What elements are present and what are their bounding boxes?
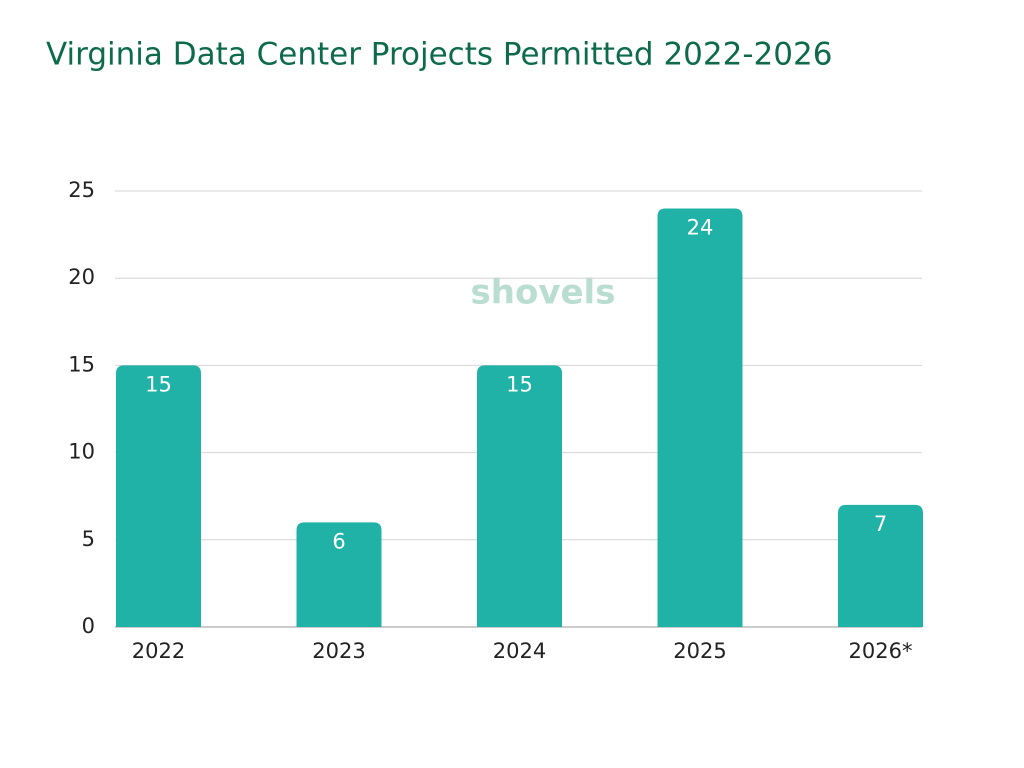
x-tick-label: 2026*	[849, 639, 913, 663]
bar	[657, 208, 743, 627]
value-label: 7	[874, 512, 887, 536]
y-tick-label: 10	[68, 440, 95, 464]
value-label: 6	[332, 529, 345, 553]
bar	[296, 522, 382, 627]
chart-title: Virginia Data Center Projects Permitted …	[46, 37, 832, 73]
value-label: 24	[687, 215, 714, 239]
value-label: 15	[506, 372, 533, 396]
watermark: shovels	[471, 273, 616, 313]
bar	[838, 504, 923, 627]
y-tick-label: 5	[82, 527, 95, 551]
y-tick-label: 20	[68, 265, 95, 289]
x-tick-label: 2022	[132, 639, 185, 663]
value-label: 15	[145, 372, 172, 396]
bar	[477, 365, 562, 627]
x-tick-label: 2023	[312, 639, 365, 663]
bar	[116, 365, 201, 627]
y-tick-label: 0	[82, 614, 95, 638]
y-tick-label: 15	[68, 352, 95, 376]
y-tick-label: 25	[68, 178, 95, 202]
x-tick-label: 2024	[493, 639, 546, 663]
x-tick-label: 2025	[673, 639, 726, 663]
